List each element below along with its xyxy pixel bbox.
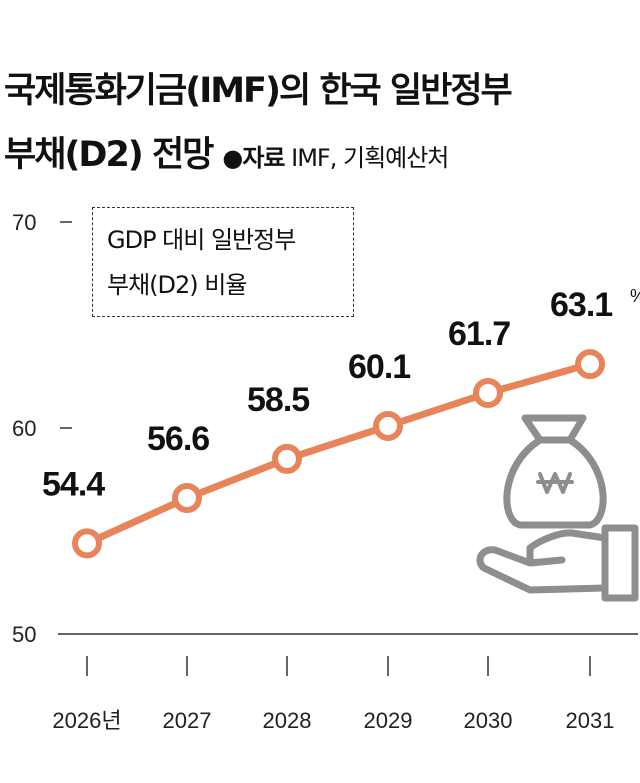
legend-line2: 부채(D2) 비율 — [107, 271, 247, 299]
unit-label: % — [630, 286, 640, 306]
data-label: 56.6 — [147, 420, 209, 458]
data-label: 58.5 — [247, 381, 309, 419]
data-point — [575, 349, 605, 380]
x-tick-label: 2030 — [464, 708, 513, 733]
data-label: 60.1 — [348, 348, 410, 386]
data-point — [373, 410, 403, 441]
y-tick-label: 50 — [12, 622, 36, 647]
chart-title-line2: 부채(D2) 전망 ●자료 IMF, 기획예산처 — [4, 126, 449, 177]
data-label: 61.7 — [448, 315, 510, 353]
data-point — [272, 443, 302, 474]
data-label: 54.4 — [42, 465, 105, 503]
series-line — [85, 360, 591, 547]
legend-line1: GDP 대비 일반정부 — [107, 226, 296, 254]
x-tick-label: 2028 — [263, 708, 312, 733]
x-tick-label: 2027 — [163, 708, 212, 733]
source-label: ●자료 — [222, 144, 285, 172]
x-tick-label: 2026년 — [52, 708, 121, 733]
data-point — [72, 528, 102, 559]
x-tick-label: 2031 — [566, 708, 615, 733]
y-tick-label: 60 — [12, 416, 36, 441]
source: ●자료 IMF, 기획예산처 — [222, 144, 449, 172]
money-bag-hand-icon — [476, 414, 639, 602]
y-tick-label: 70 — [12, 210, 36, 235]
chart-title-line1: 국제통화기금(IMF)의 한국 일반정부 — [4, 71, 513, 111]
data-point — [473, 377, 503, 408]
data-label: 63.1 — [550, 286, 612, 324]
source-text: IMF, 기획예산처 — [291, 144, 449, 172]
x-tick-label: 2029 — [364, 708, 413, 733]
legend-box: GDP 대비 일반정부 부채(D2) 비율 — [92, 207, 354, 317]
title-line2: 부채(D2) 전망 — [4, 135, 214, 175]
data-point — [172, 483, 202, 514]
